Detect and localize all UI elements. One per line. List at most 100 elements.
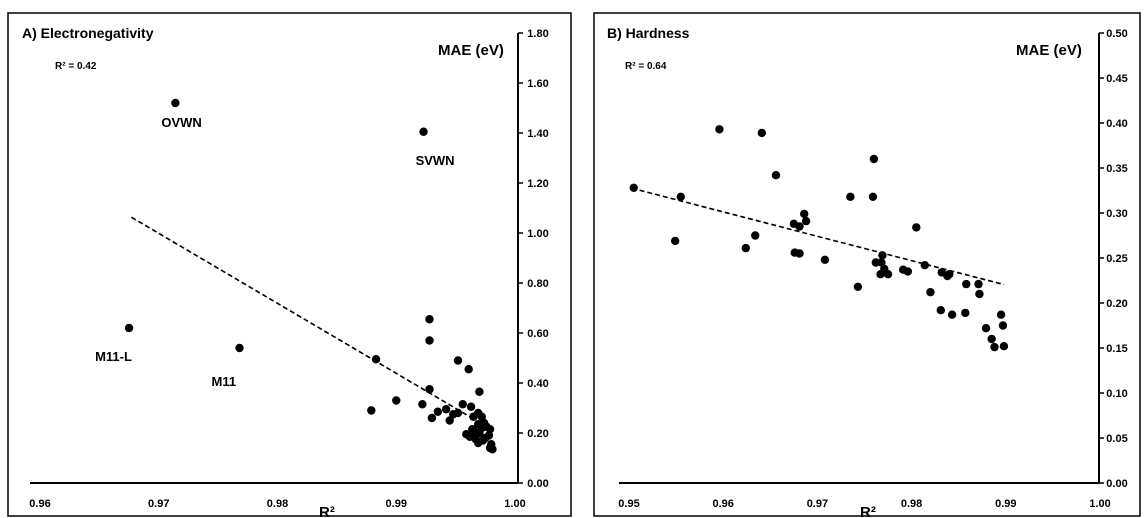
panel-b-trendline	[631, 187, 1005, 286]
panel-a-data-point	[367, 406, 376, 415]
panel-a-point-label: SVWN	[416, 153, 455, 168]
panel-a-data-point	[464, 365, 473, 374]
panel-a-y-tick-label: 1.00	[527, 228, 548, 240]
panel-a-point-label: M11	[212, 374, 237, 389]
panel-a-data-point	[466, 402, 476, 411]
panel-a-frame	[7, 12, 572, 517]
panel-b-data-point	[920, 261, 929, 270]
panel-b-x-tick-label: 0.96	[712, 498, 733, 510]
panel-a-data-point	[441, 405, 451, 414]
panel-a-data-point	[235, 343, 244, 353]
panel-b-data-point	[629, 183, 638, 192]
panel-b-data-point	[790, 248, 799, 257]
panel-b-data-point	[898, 265, 908, 274]
panel-a-y-tick-label: 1.60	[527, 78, 548, 90]
panel-b-data-point	[871, 258, 881, 267]
panel-b-y-tick-label: 0.20	[1106, 298, 1127, 310]
panel-a-data-point	[458, 400, 467, 409]
panel-b-data-point	[868, 192, 878, 201]
panel-b-data-point	[883, 270, 893, 279]
panel-a-y-tick-label: 0.20	[527, 428, 548, 440]
panel-a-point-label: OVWN	[161, 115, 201, 130]
panel-a-data-point	[485, 425, 495, 434]
panel-a-point-label: M11-L	[95, 349, 132, 364]
panel-a-data-point	[469, 412, 478, 421]
panel-a-data-point	[445, 416, 454, 425]
panel-b-data-point	[926, 288, 935, 297]
panel-b-data-point	[757, 128, 767, 138]
panel-b-data-point	[961, 308, 970, 318]
panel-b-data-point	[741, 243, 751, 253]
panel-b-title: B) Hardness	[607, 25, 690, 41]
panel-b-data-point	[998, 321, 1008, 330]
panel-a-data-point	[453, 356, 463, 365]
panel-a-data-point	[171, 98, 180, 108]
panel-b-y-tick-label: 0.45	[1106, 73, 1127, 85]
panel-b-data-point	[936, 306, 946, 315]
panel-a-data-point	[475, 387, 484, 396]
panel-b-data-point	[846, 192, 855, 201]
panel-a-data-point	[392, 396, 401, 405]
panel-b-data-point	[912, 223, 921, 232]
panel-a-data-point	[425, 315, 434, 324]
panel-a-data-point	[371, 355, 381, 364]
panel-b-y-tick-label: 0.00	[1106, 478, 1127, 490]
panel-b-y-tick-label: 0.10	[1106, 388, 1127, 400]
panel-b-r2-annotation: R² = 0.64	[625, 61, 667, 72]
panel-b-data-point	[878, 251, 887, 260]
panel-a-y-tick-label: 1.20	[527, 178, 548, 190]
panel-a-y-axis-label: MAE (eV)	[438, 42, 504, 59]
panel-a-data-point	[484, 431, 494, 440]
panel-a-x-tick-label: 0.99	[386, 498, 407, 510]
panel-b-data-point	[801, 216, 811, 226]
panel-a-data-point	[425, 385, 434, 394]
panel-b-data-point	[947, 310, 957, 319]
panel-b-data-point	[981, 324, 991, 333]
panel-b-data-point	[962, 279, 971, 289]
panel-a-r2-annotation: R² = 0.42	[55, 61, 97, 72]
panel-a-x-tick-label: 0.97	[148, 498, 169, 510]
panel-a-y-tick-label: 1.80	[527, 28, 548, 40]
panel-b-x-axis-label: R²	[860, 504, 876, 518]
panel-b-data-point	[974, 279, 983, 289]
panel-b-data-point	[996, 310, 1006, 319]
panel-b-data-point	[999, 342, 1009, 351]
panel-a-x-tick-label: 1.00	[504, 498, 525, 510]
panel-a-x-tick-label: 0.98	[267, 498, 288, 510]
panel-b-y-axis-label: MAE (eV)	[1016, 42, 1082, 59]
panel-a-y-tick-label: 1.40	[527, 128, 548, 140]
panel-b-data-point	[795, 222, 804, 231]
panel-a-data-point	[449, 410, 458, 419]
panel-b-data-point	[715, 125, 724, 134]
panel-b-x-tick-label: 0.99	[995, 498, 1016, 510]
panel-b-data-point	[670, 236, 680, 246]
panel-a-data-point	[124, 323, 134, 333]
panel-a-data-point	[427, 413, 437, 423]
panel-b-data-point	[945, 270, 954, 279]
panel-b-y-tick-label: 0.25	[1106, 253, 1127, 265]
panel-b-y-tick-label: 0.40	[1106, 118, 1127, 130]
panel-b-x-tick-label: 0.98	[901, 498, 922, 510]
panel-b-y-tick-label: 0.30	[1106, 208, 1127, 220]
panel-b-y-tick-label: 0.05	[1106, 433, 1127, 445]
panel-a-x-axis-label: R²	[319, 504, 335, 518]
panel-a-title: A) Electronegativity	[22, 25, 154, 41]
panel-b-data-point	[853, 282, 863, 291]
panel-a-y-tick-label: 0.40	[527, 378, 548, 390]
panel-b-x-tick-label: 1.00	[1089, 498, 1110, 510]
panel-b-x-tick-label: 0.95	[618, 498, 639, 510]
panel-b-frame	[593, 12, 1141, 517]
panel-b-data-point	[975, 289, 984, 299]
panel-a-data-point	[488, 445, 497, 454]
panel-b-y-tick-label: 0.35	[1106, 163, 1127, 175]
panel-b-x-tick-label: 0.97	[807, 498, 828, 510]
panel-a-data-point	[425, 336, 434, 345]
panel-b-data-point	[751, 231, 760, 240]
panel-b-data-point	[876, 270, 885, 279]
panel-b-data-point	[771, 171, 781, 180]
panel-a-data-point	[418, 400, 427, 409]
panel-a-trendline	[131, 216, 471, 418]
panel-b-data-point	[820, 255, 830, 264]
panel-a-x-tick-label: 0.96	[29, 498, 50, 510]
